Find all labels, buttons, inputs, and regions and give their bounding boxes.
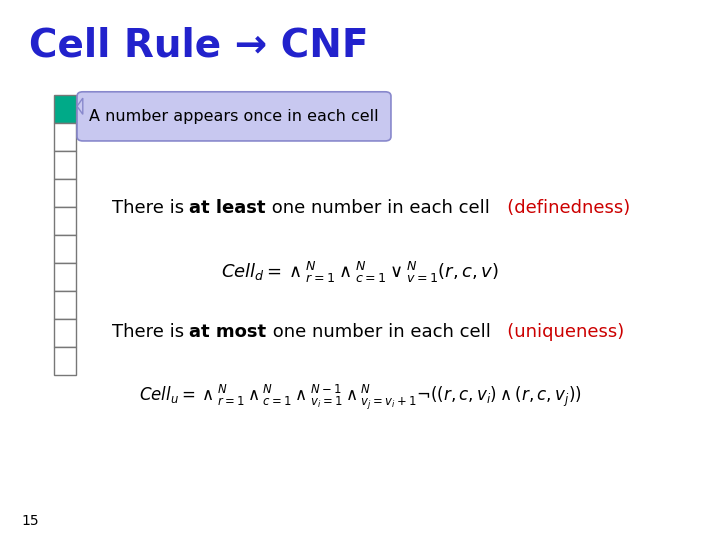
Text: one number in each cell: one number in each cell	[266, 199, 490, 217]
Text: There is: There is	[112, 199, 189, 217]
FancyBboxPatch shape	[54, 123, 76, 151]
Text: A number appears once in each cell: A number appears once in each cell	[89, 109, 379, 124]
FancyBboxPatch shape	[54, 151, 76, 179]
FancyBboxPatch shape	[54, 94, 76, 123]
FancyBboxPatch shape	[54, 347, 76, 375]
FancyBboxPatch shape	[54, 263, 76, 291]
Text: (definedness): (definedness)	[490, 199, 630, 217]
Text: at least: at least	[189, 199, 266, 217]
Polygon shape	[77, 98, 83, 114]
Text: Cell Rule → CNF: Cell Rule → CNF	[29, 27, 369, 65]
FancyBboxPatch shape	[54, 235, 76, 263]
Text: at most: at most	[189, 323, 266, 341]
Text: one number in each cell: one number in each cell	[266, 323, 490, 341]
FancyBboxPatch shape	[54, 291, 76, 319]
Text: $\mathit{Cell}_u = \wedge_{r=1}^{N}\wedge_{c=1}^{N}\wedge_{v_i=1}^{N-1}\wedge_{v: $\mathit{Cell}_u = \wedge_{r=1}^{N}\wedg…	[139, 382, 581, 411]
Text: 15: 15	[22, 514, 39, 528]
Text: (uniqueness): (uniqueness)	[490, 323, 625, 341]
FancyBboxPatch shape	[54, 179, 76, 207]
FancyBboxPatch shape	[77, 92, 391, 141]
Text: There is: There is	[112, 323, 189, 341]
FancyBboxPatch shape	[54, 207, 76, 235]
Text: $\mathit{Cell}_d = \wedge_{r=1}^{N}\wedge_{c=1}^{N}\vee_{v=1}^{N}(r,c,v)$: $\mathit{Cell}_d = \wedge_{r=1}^{N}\wedg…	[221, 260, 499, 285]
FancyBboxPatch shape	[54, 319, 76, 347]
